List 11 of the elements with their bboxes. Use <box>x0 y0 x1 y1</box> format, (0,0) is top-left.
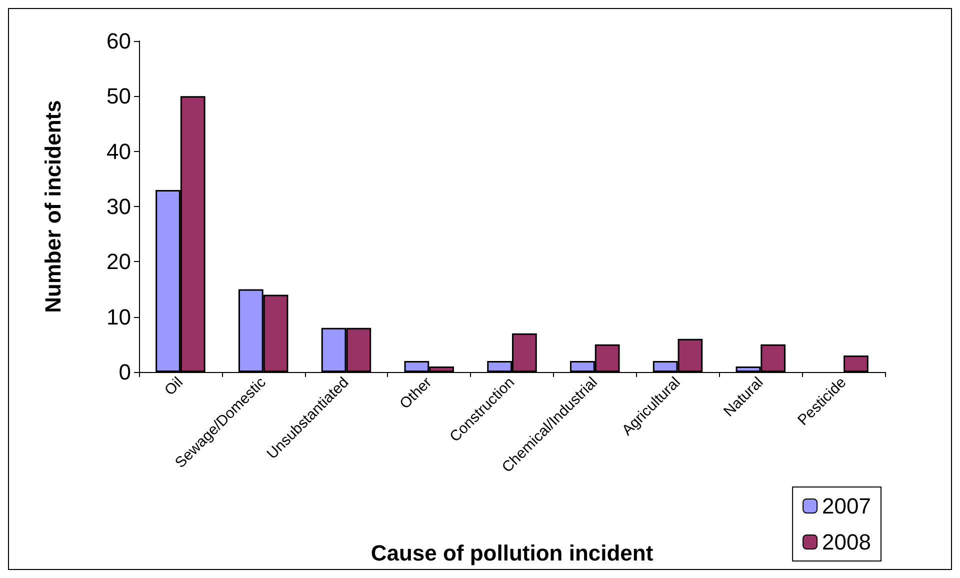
y-tick-label: 10 <box>106 304 131 330</box>
y-tick-label: 30 <box>106 194 131 219</box>
y-tick-label: 20 <box>106 249 131 274</box>
y-tick-label: 0 <box>118 360 131 384</box>
y-tick-label: 60 <box>106 28 131 54</box>
y-axis-title: Number of incidents <box>40 100 66 313</box>
y-tick-label: 40 <box>106 138 131 164</box>
y-tick-label: 50 <box>106 84 131 109</box>
legend-label: 2007 <box>822 494 872 518</box>
x-axis-title: Cause of pollution incident <box>370 540 654 566</box>
legend-label: 2008 <box>822 530 872 554</box>
